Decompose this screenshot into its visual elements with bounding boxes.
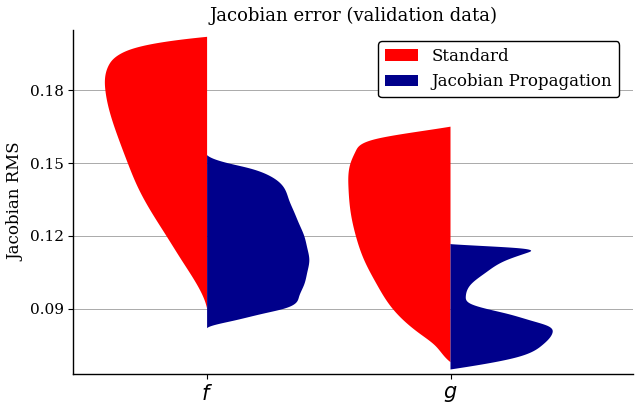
Polygon shape (105, 37, 207, 309)
Polygon shape (207, 151, 309, 328)
Legend: Standard, Jacobian Propagation: Standard, Jacobian Propagation (378, 42, 619, 97)
Title: Jacobian error (validation data): Jacobian error (validation data) (209, 7, 497, 25)
Polygon shape (451, 241, 553, 369)
Polygon shape (348, 127, 451, 362)
Y-axis label: Jacobian RMS: Jacobian RMS (7, 143, 24, 261)
